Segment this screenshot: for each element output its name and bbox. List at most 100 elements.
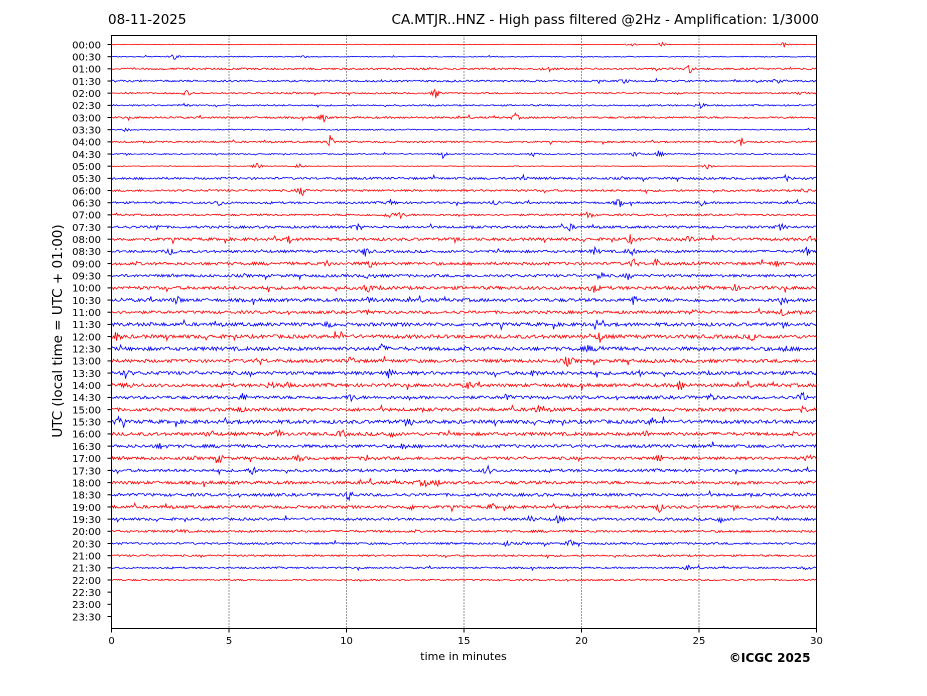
row-time-label: 00:30 xyxy=(72,52,101,63)
trace-row xyxy=(111,553,817,560)
x-tick-label: 5 xyxy=(226,636,232,647)
trace-row xyxy=(111,528,817,534)
plot-date: 08-11-2025 xyxy=(108,12,187,28)
trace-row xyxy=(111,41,817,48)
row-time-label: 17:30 xyxy=(72,466,101,477)
trace-row xyxy=(111,88,817,99)
trace-row xyxy=(111,368,817,379)
row-time-label: 17:00 xyxy=(72,454,101,465)
row-time-label: 15:00 xyxy=(72,405,101,416)
row-time-label: 19:30 xyxy=(72,515,101,526)
row-time-label: 21:00 xyxy=(72,551,101,562)
trace-row xyxy=(111,295,817,306)
row-time-label: 20:00 xyxy=(72,527,101,538)
row-time-label: 10:00 xyxy=(72,284,101,295)
trace-row xyxy=(111,415,817,428)
row-time-label: 12:30 xyxy=(72,345,101,356)
row-time-label: 04:00 xyxy=(72,138,101,149)
trace-row xyxy=(111,356,817,368)
row-time-label: 01:00 xyxy=(72,65,101,76)
trace-row xyxy=(111,187,817,197)
trace-row xyxy=(111,150,817,160)
row-time-label: 12:00 xyxy=(72,332,101,343)
x-axis-ticks: 0 5 10 15 20 25 30 xyxy=(108,628,823,647)
trace-row xyxy=(111,391,817,403)
trace-row xyxy=(111,162,817,170)
row-time-label: 14:00 xyxy=(72,381,101,392)
row-time-label: 18:30 xyxy=(72,491,101,502)
row-time-label: 11:00 xyxy=(72,308,101,319)
row-time-label: 08:00 xyxy=(72,235,101,246)
trace-row xyxy=(111,127,817,133)
trace-row xyxy=(111,578,817,582)
row-time-label: 05:00 xyxy=(72,162,101,173)
trace-row xyxy=(111,441,817,450)
row-time-label: 13:30 xyxy=(72,369,101,380)
row-time-label: 23:00 xyxy=(72,600,101,611)
trace-row xyxy=(111,307,817,317)
row-time-label: 11:30 xyxy=(72,320,101,331)
row-time-label: 03:30 xyxy=(72,125,101,136)
row-time-label: 23:30 xyxy=(72,612,101,623)
x-tick-label: 25 xyxy=(693,636,706,647)
trace-row xyxy=(111,403,817,414)
row-time-label: 10:30 xyxy=(72,296,101,307)
row-time-label: 02:00 xyxy=(72,89,101,100)
row-time-label: 06:00 xyxy=(72,186,101,197)
trace-row xyxy=(111,380,817,391)
trace-row xyxy=(111,222,817,232)
trace-row xyxy=(111,77,817,85)
row-time-label: 06:30 xyxy=(72,199,101,210)
row-time-label: 16:00 xyxy=(72,430,101,441)
row-time-label: 05:30 xyxy=(72,174,101,185)
x-tick-label: 10 xyxy=(340,636,353,647)
trace-row xyxy=(111,478,817,488)
row-time-label: 09:30 xyxy=(72,272,101,283)
row-time-label: 04:30 xyxy=(72,150,101,161)
row-time-label: 16:30 xyxy=(72,442,101,453)
row-time-label: 07:30 xyxy=(72,223,101,234)
trace-row xyxy=(111,283,817,293)
row-time-label: 08:30 xyxy=(72,247,101,258)
trace-row xyxy=(111,210,817,220)
trace-row xyxy=(111,564,817,572)
row-time-label: 13:00 xyxy=(72,357,101,368)
row-time-label: 00:00 xyxy=(72,40,101,51)
x-tick-label: 0 xyxy=(108,636,114,647)
vertical-grid xyxy=(228,35,700,629)
trace-row xyxy=(111,198,817,208)
trace-row xyxy=(111,539,817,548)
row-time-label: 07:00 xyxy=(72,211,101,222)
trace-row xyxy=(111,489,817,502)
x-tick-label: 30 xyxy=(810,636,823,647)
trace-row xyxy=(111,343,817,353)
row-time-label: 22:30 xyxy=(72,588,101,599)
x-tick-label: 20 xyxy=(575,636,588,647)
plot-title: CA.MTJR..HNZ - High pass filtered @2Hz -… xyxy=(391,12,819,28)
trace-row xyxy=(111,54,817,60)
trace-row xyxy=(111,173,817,183)
trace-row xyxy=(111,514,817,524)
row-time-label: 15:30 xyxy=(72,418,101,429)
row-time-label: 21:30 xyxy=(72,564,101,575)
x-axis-label: time in minutes xyxy=(420,650,507,663)
row-time-label: 02:30 xyxy=(72,101,101,112)
trace-rows xyxy=(111,41,817,582)
trace-row xyxy=(111,245,817,257)
trace-row xyxy=(111,318,817,332)
trace-row xyxy=(111,502,817,514)
trace-row xyxy=(111,102,817,110)
row-time-label: 03:00 xyxy=(72,113,101,124)
row-time-label: 18:00 xyxy=(72,478,101,489)
row-time-label: 19:00 xyxy=(72,503,101,514)
trace-row xyxy=(111,454,817,464)
trace-row xyxy=(111,330,817,343)
row-time-label: 20:30 xyxy=(72,539,101,550)
x-tick-label: 15 xyxy=(458,636,471,647)
trace-row xyxy=(111,464,817,476)
row-time-label: 09:00 xyxy=(72,259,101,270)
row-time-label: 22:00 xyxy=(72,576,101,587)
row-time-label: 01:30 xyxy=(72,77,101,88)
